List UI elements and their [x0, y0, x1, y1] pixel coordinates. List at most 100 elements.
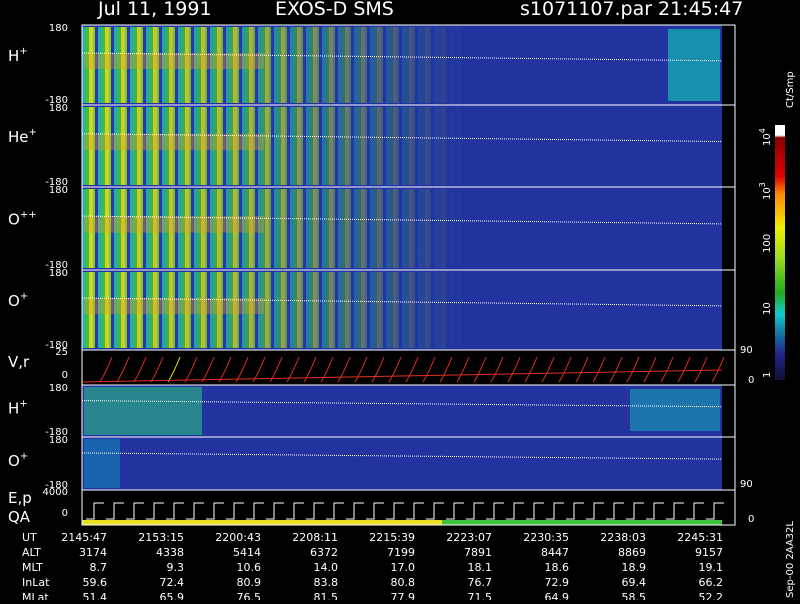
ion-name: He [8, 128, 29, 146]
cell: 2153:15 [138, 531, 184, 544]
axis-label: 180 [49, 185, 68, 196]
axis-label: -180 [45, 260, 68, 271]
axis-label: 180 [49, 268, 68, 279]
velocity-trace [490, 356, 504, 383]
velocity-trace [269, 356, 283, 383]
reference-line [81, 452, 736, 460]
cell: 19.1 [699, 561, 724, 574]
tick-base: 10 [762, 302, 773, 315]
edge [722, 25, 735, 105]
velocity-trace [337, 356, 351, 383]
row-label: ALT [22, 546, 41, 559]
cell: 6372 [310, 546, 338, 559]
cell: 4338 [156, 546, 184, 559]
axis-label: 25 [55, 347, 68, 358]
velocity-trace [354, 356, 368, 383]
ion-charge: + [19, 399, 27, 410]
cell: 8.7 [90, 561, 108, 574]
cell: 66.2 [699, 576, 724, 589]
cell: 72.4 [160, 576, 185, 589]
energy-steps [86, 502, 724, 520]
axis-label: 0 [62, 370, 68, 381]
cell: 2145:47 [61, 531, 107, 544]
row-label: MLT [22, 561, 43, 574]
cell: 76.5 [237, 591, 262, 600]
velocity-trace [711, 356, 725, 383]
lower-bg [82, 437, 722, 490]
velocity-trace [303, 356, 317, 383]
cell: 7199 [387, 546, 415, 559]
velocity-trace [456, 356, 470, 383]
spectrogram-patch [668, 29, 720, 101]
time: 21:45:47 [658, 0, 743, 20]
colorbar-unit: Ct/Smp [785, 71, 796, 108]
velocity-bg [82, 350, 735, 385]
panel-frame [81, 489, 736, 526]
ion-label: H+ [8, 399, 28, 418]
footer: UT 2145:47 2153:15 2200:43 2208:11 2215:39 222… [22, 531, 724, 604]
axis-label: 0 [748, 375, 754, 386]
tick-base: 100 [762, 234, 773, 253]
cell: 2223:07 [446, 531, 492, 544]
cell: 59.6 [83, 576, 108, 589]
cell: 80.9 [237, 576, 262, 589]
velocity-trace [609, 356, 623, 383]
cell: 2215:39 [369, 531, 415, 544]
velocity-trace [371, 356, 385, 383]
spectrogram-stripes [82, 272, 722, 348]
velocity-trend [81, 369, 723, 383]
ion-charge: + [20, 451, 28, 462]
velocity-trace [626, 356, 640, 383]
file: s1071107.par [520, 0, 652, 20]
lower-patch [84, 387, 202, 435]
axis-label: -180 [45, 177, 68, 188]
tick-base: 10 [762, 187, 773, 200]
instrument: EXOS-D SMS [275, 0, 394, 20]
colorbar-tick-label: 104 [758, 128, 773, 146]
ion-charge: + [19, 46, 27, 57]
cell: 3174 [79, 546, 107, 559]
axis-label: -180 [45, 480, 68, 491]
cell: 72.9 [545, 576, 570, 589]
axis-label: 90 [740, 479, 753, 490]
colorbar-tick-label: 103 [758, 182, 773, 200]
cell: 14.0 [314, 561, 339, 574]
cell: 18.1 [468, 561, 493, 574]
tick-base: 10 [762, 133, 773, 146]
cell: 2245:31 [677, 531, 723, 544]
spectrogram-core [84, 298, 264, 314]
axis-label: 0 [748, 514, 754, 525]
reference-line [81, 215, 736, 225]
tick-base: 1 [762, 372, 773, 378]
ion-label: O+ [8, 451, 28, 470]
spectrogram-stripes [82, 107, 722, 185]
ion-name: O [8, 292, 20, 310]
edge [722, 270, 735, 350]
velocity-trace [252, 356, 266, 383]
axis-label: 180 [49, 103, 68, 114]
tick-exp: 4 [758, 128, 767, 133]
qa-label: QA [8, 508, 31, 526]
ion-label: He+ [8, 127, 37, 146]
velocity-trace [439, 356, 453, 383]
cell: 77.9 [391, 591, 416, 600]
spectrogram-core [84, 216, 264, 233]
qa-bar [442, 520, 722, 525]
energy-label: E,p [8, 489, 32, 507]
velocity-trace [507, 356, 521, 383]
axis-label: -180 [45, 427, 68, 438]
velocity-trace [405, 356, 419, 383]
cell: 18.9 [622, 561, 647, 574]
side-label: Sep-00 2AA32L [785, 521, 796, 598]
velocity-label: V,r [8, 353, 30, 371]
cell: 80.8 [391, 576, 416, 589]
velocity-trace [388, 356, 402, 383]
spectrogram-stripes [82, 189, 722, 268]
axis-label: -180 [45, 95, 68, 106]
cell: 2230:35 [523, 531, 569, 544]
velocity-trace [201, 356, 215, 383]
axis-label: 180 [49, 435, 68, 446]
row-label: MLat [22, 591, 49, 600]
cell: 18.6 [545, 561, 570, 574]
